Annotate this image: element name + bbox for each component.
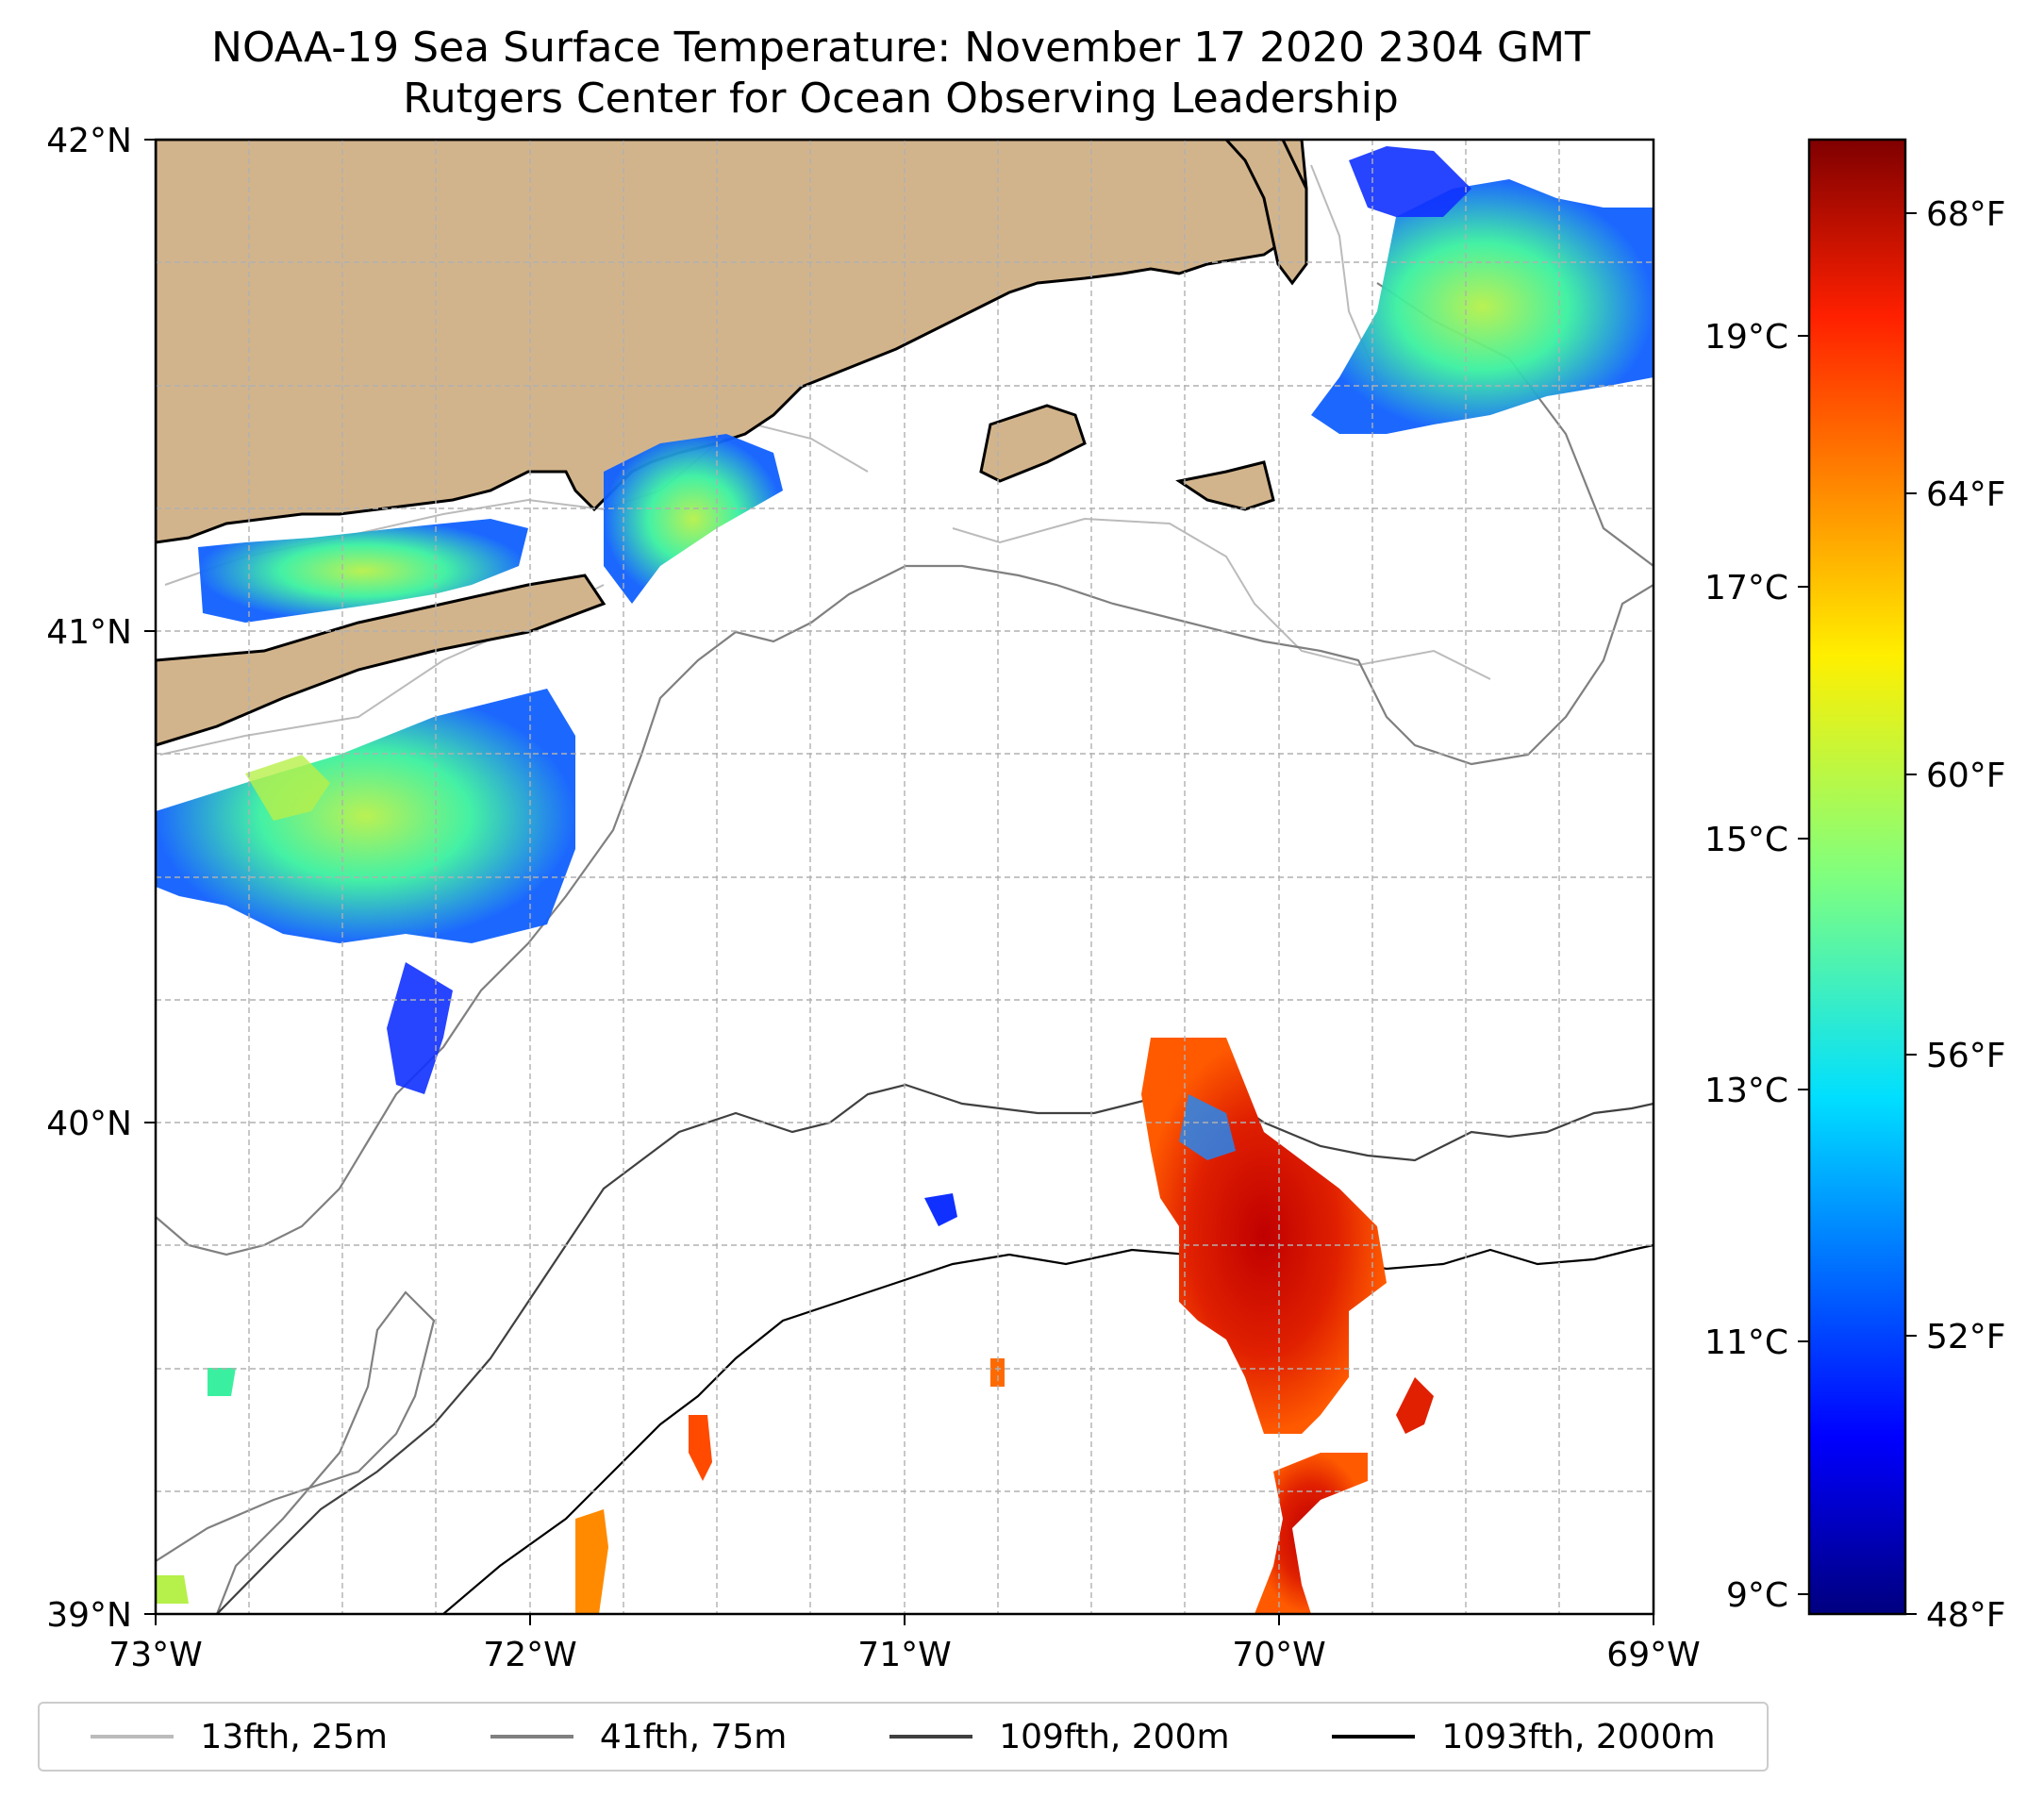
y-tick-label: 39°N bbox=[46, 1596, 132, 1635]
colorbar-fahrenheit-label: 48°F bbox=[1926, 1596, 2006, 1635]
axis-ticks bbox=[144, 139, 1654, 1625]
legend-swatch-75m bbox=[490, 1735, 573, 1739]
chart-subtitle: Rutgers Center for Ocean Observing Leade… bbox=[403, 75, 1399, 123]
x-tick-label: 73°W bbox=[108, 1636, 202, 1674]
sst-patch-long-island-sound bbox=[198, 519, 528, 623]
y-tick-label: 41°N bbox=[46, 613, 132, 652]
colorbar-celsius-label: 11°C bbox=[1704, 1323, 1788, 1362]
colorbar-celsius-label: 13°C bbox=[1704, 1072, 1788, 1110]
sst-patch-south-shore-long-island bbox=[156, 689, 575, 943]
legend-swatch-2000m bbox=[1332, 1735, 1416, 1739]
x-tick-label: 69°W bbox=[1606, 1636, 1700, 1674]
colorbar-fahrenheit-label: 68°F bbox=[1926, 195, 2006, 234]
colorbar-celsius-label: 15°C bbox=[1704, 821, 1788, 859]
legend-item-75m: 41fth, 75m bbox=[490, 1717, 788, 1756]
legend-item-2000m: 1093fth, 2000m bbox=[1332, 1717, 1716, 1756]
isobath-200m bbox=[216, 1083, 1653, 1614]
nantucket bbox=[1175, 460, 1275, 511]
colorbar-fahrenheit-label: 60°F bbox=[1926, 757, 2006, 795]
x-tick-label: 70°W bbox=[1232, 1636, 1325, 1674]
legend-item-200m: 109fth, 200m bbox=[889, 1717, 1230, 1756]
colorbar-celsius-label: 19°C bbox=[1704, 318, 1788, 357]
legend-swatch-25m bbox=[91, 1735, 174, 1739]
cape-cod bbox=[1223, 140, 1308, 286]
legend-label: 109fth, 200m bbox=[999, 1717, 1230, 1756]
long-island bbox=[156, 574, 607, 747]
legend-label: 41fth, 75m bbox=[599, 1717, 788, 1756]
colorbar-celsius-label: 9°C bbox=[1726, 1576, 1788, 1615]
land bbox=[156, 140, 1308, 747]
legend-label: 13fth, 25m bbox=[200, 1717, 388, 1756]
x-tick-label: 71°W bbox=[857, 1636, 951, 1674]
marthas-vineyard bbox=[979, 404, 1087, 483]
colorbar-fahrenheit-label: 56°F bbox=[1926, 1037, 2006, 1075]
legend-label: 1093fth, 2000m bbox=[1441, 1717, 1716, 1756]
colorbar-fahrenheit-label: 64°F bbox=[1926, 475, 2006, 514]
legend-swatch-200m bbox=[889, 1735, 973, 1739]
map-area bbox=[156, 140, 1653, 1614]
x-tick-label: 72°W bbox=[483, 1636, 576, 1674]
y-tick-label: 42°N bbox=[46, 122, 132, 160]
colorbar-fahrenheit-label: 52°F bbox=[1926, 1318, 2006, 1356]
grid bbox=[156, 140, 1653, 1614]
colorbar-celsius-label: 17°C bbox=[1704, 569, 1788, 607]
y-tick-label: 40°N bbox=[46, 1105, 132, 1143]
sst-patch-block-island bbox=[604, 434, 783, 604]
sst-data bbox=[156, 146, 1653, 1614]
isobath-legend: 13fth, 25m 41fth, 75m 109fth, 200m 1093f… bbox=[38, 1702, 1769, 1772]
isobath-2000m bbox=[442, 1243, 1653, 1614]
colorbar-gradient bbox=[1807, 138, 1907, 1616]
legend-item-25m: 13fth, 25m bbox=[91, 1718, 388, 1756]
chart-title: NOAA-19 Sea Surface Temperature: Novembe… bbox=[211, 24, 1590, 72]
sst-patch-warm-filament-south bbox=[1255, 1453, 1368, 1614]
sst-patch-gulf-of-maine-east bbox=[1311, 179, 1653, 434]
colorbar: 19°C 17°C 15°C 13°C 11°C 9°C 68°F 64°F 6… bbox=[1704, 138, 2006, 1635]
